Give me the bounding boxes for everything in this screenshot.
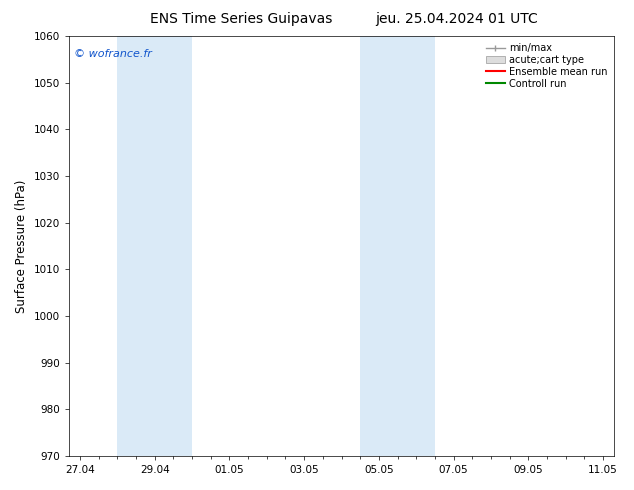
Bar bbox=[360, 36, 435, 456]
Bar bbox=[117, 36, 192, 456]
Text: ENS Time Series Guipavas: ENS Time Series Guipavas bbox=[150, 12, 332, 26]
Y-axis label: Surface Pressure (hPa): Surface Pressure (hPa) bbox=[15, 179, 28, 313]
Legend: min/max, acute;cart type, Ensemble mean run, Controll run: min/max, acute;cart type, Ensemble mean … bbox=[484, 41, 609, 91]
Text: © wofrance.fr: © wofrance.fr bbox=[74, 49, 152, 59]
Text: jeu. 25.04.2024 01 UTC: jeu. 25.04.2024 01 UTC bbox=[375, 12, 538, 26]
